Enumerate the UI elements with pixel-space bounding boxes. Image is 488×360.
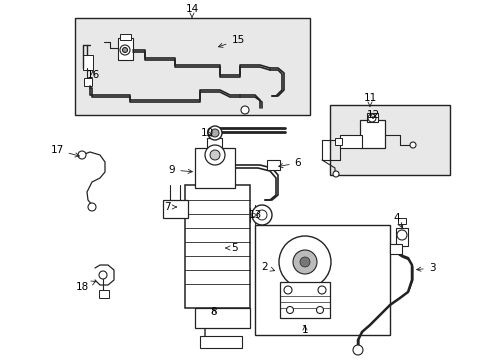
Circle shape xyxy=(209,150,220,160)
Text: 9: 9 xyxy=(168,165,192,175)
Circle shape xyxy=(409,142,415,148)
Text: 5: 5 xyxy=(225,243,238,253)
Circle shape xyxy=(207,126,222,140)
Bar xyxy=(163,200,187,218)
Circle shape xyxy=(120,45,130,55)
Text: 7: 7 xyxy=(163,202,176,212)
Text: 13: 13 xyxy=(248,210,261,220)
Bar xyxy=(184,185,249,308)
Circle shape xyxy=(292,250,316,274)
Text: 12: 12 xyxy=(366,110,379,120)
Circle shape xyxy=(122,48,127,53)
Bar xyxy=(83,55,93,70)
Bar xyxy=(329,105,449,175)
Text: 15: 15 xyxy=(218,35,244,48)
Circle shape xyxy=(367,114,375,122)
Text: 4: 4 xyxy=(393,213,401,227)
Text: 1: 1 xyxy=(301,325,307,335)
Bar xyxy=(280,282,329,318)
Bar xyxy=(195,148,235,188)
Text: 16: 16 xyxy=(86,70,100,80)
Text: 14: 14 xyxy=(185,4,198,17)
Bar xyxy=(366,113,377,122)
Circle shape xyxy=(99,271,107,279)
Circle shape xyxy=(352,345,362,355)
Text: 17: 17 xyxy=(50,145,79,157)
Bar xyxy=(339,135,361,148)
Circle shape xyxy=(284,286,291,294)
Text: 2: 2 xyxy=(261,262,274,272)
Circle shape xyxy=(210,129,219,137)
Circle shape xyxy=(317,286,325,294)
Text: 3: 3 xyxy=(416,263,434,273)
Text: 10: 10 xyxy=(200,128,213,138)
Circle shape xyxy=(251,205,271,225)
Circle shape xyxy=(299,257,309,267)
Circle shape xyxy=(88,203,96,211)
Bar xyxy=(195,308,249,328)
Bar xyxy=(254,225,389,335)
Bar xyxy=(266,160,280,170)
Bar xyxy=(397,218,405,224)
Bar xyxy=(389,244,401,254)
Text: 11: 11 xyxy=(363,93,376,106)
Bar xyxy=(118,38,133,60)
Circle shape xyxy=(204,145,224,165)
Text: 18: 18 xyxy=(75,281,95,292)
Circle shape xyxy=(316,306,323,314)
Bar xyxy=(99,290,109,298)
Bar xyxy=(84,78,92,86)
Circle shape xyxy=(241,106,248,114)
Text: 6: 6 xyxy=(278,158,301,168)
Circle shape xyxy=(396,230,406,240)
Circle shape xyxy=(279,236,330,288)
Text: 8: 8 xyxy=(210,307,217,317)
Bar xyxy=(395,228,407,246)
Circle shape xyxy=(332,171,338,177)
Bar xyxy=(200,336,242,348)
Bar xyxy=(206,138,222,150)
Bar xyxy=(334,138,341,145)
Circle shape xyxy=(257,210,266,220)
Circle shape xyxy=(286,306,293,314)
Bar xyxy=(75,18,309,115)
Bar xyxy=(120,34,131,40)
Circle shape xyxy=(78,151,86,159)
Bar xyxy=(359,120,384,148)
